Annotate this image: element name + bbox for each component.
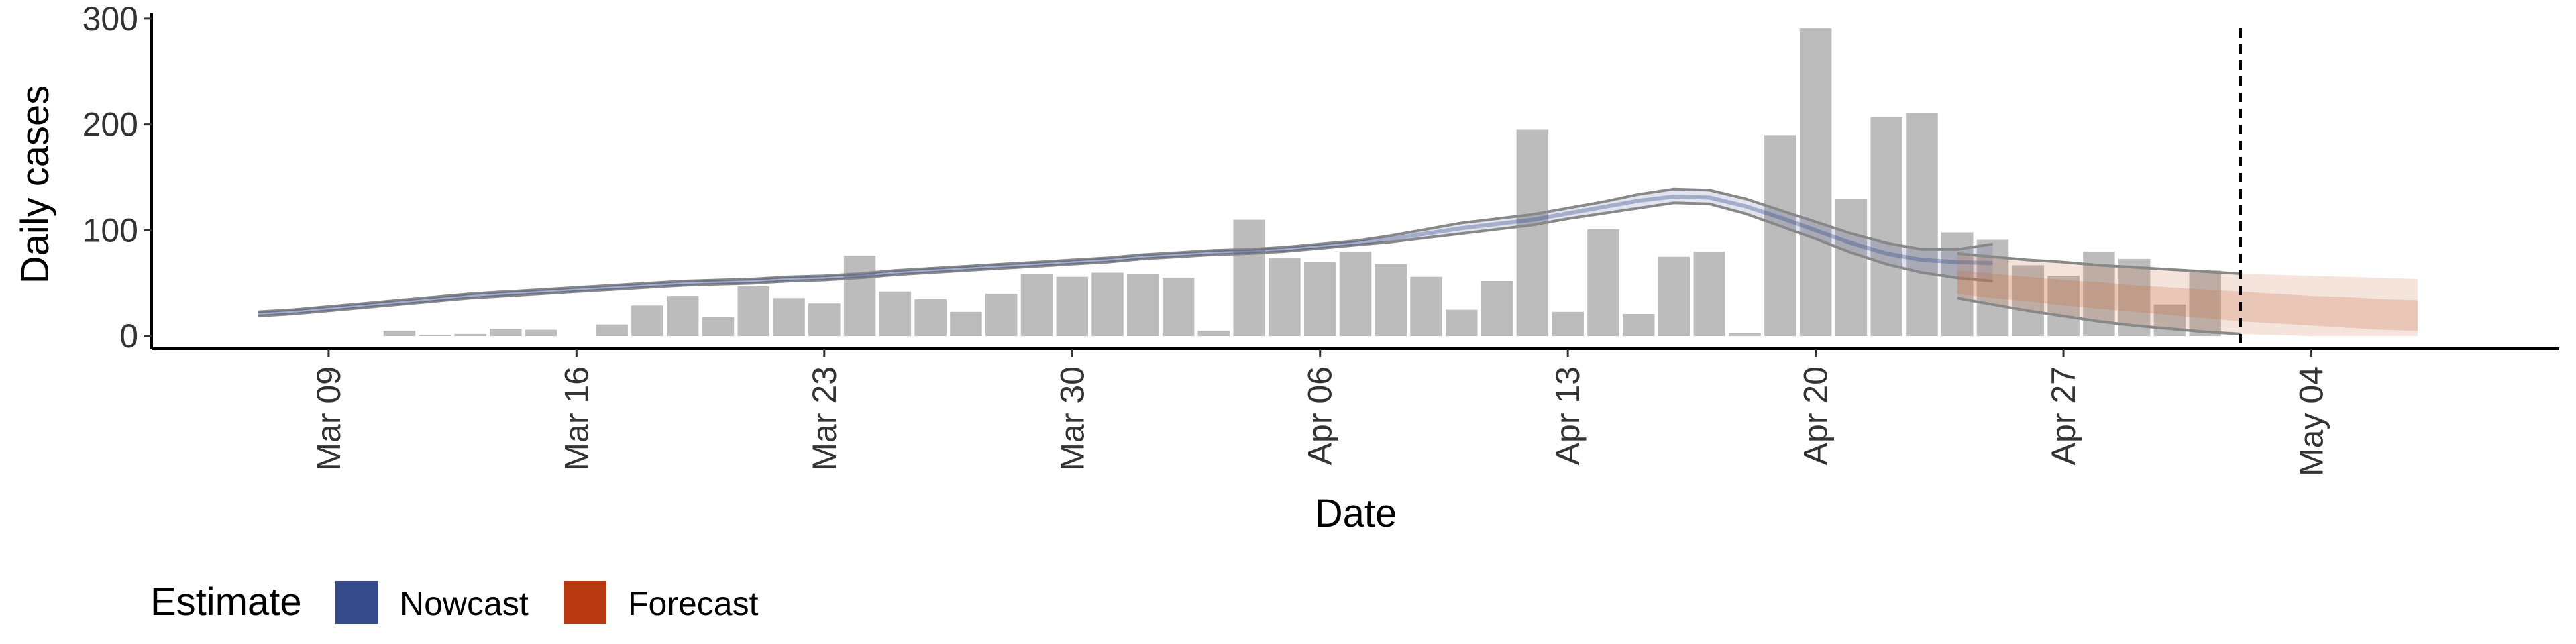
forecast-inner-band bbox=[1957, 270, 2418, 331]
case-bar bbox=[914, 299, 947, 337]
case-bar bbox=[383, 331, 416, 337]
case-bar bbox=[773, 298, 805, 337]
case-bar bbox=[808, 303, 841, 337]
y-tick-label: 0 bbox=[119, 317, 138, 355]
plot-area bbox=[258, 28, 2418, 349]
x-axis-title: Date bbox=[1315, 492, 1397, 535]
x-tick-label: Mar 09 bbox=[310, 366, 347, 471]
nowcast-lower-line bbox=[258, 201, 1993, 318]
case-bar bbox=[950, 311, 982, 337]
case-bar bbox=[1446, 309, 1478, 337]
case-bar bbox=[1303, 262, 1336, 337]
case-bar bbox=[1587, 229, 1619, 337]
legend-key bbox=[564, 581, 606, 624]
x-tick-label: Apr 06 bbox=[1301, 366, 1339, 465]
case-bar bbox=[525, 329, 557, 337]
case-bar bbox=[737, 286, 770, 337]
case-bar bbox=[1658, 256, 1690, 337]
case-bar bbox=[879, 291, 912, 337]
case-bar bbox=[1269, 258, 1301, 337]
case-bar bbox=[419, 335, 451, 337]
forecast-upper-line bbox=[1957, 252, 2241, 275]
x-tick-label: Apr 13 bbox=[1549, 366, 1587, 465]
case-bar bbox=[1410, 276, 1442, 337]
legend-label: Forecast bbox=[628, 585, 759, 623]
case-bar bbox=[1552, 311, 1584, 337]
case-bar bbox=[1764, 135, 1796, 337]
case-bar bbox=[1870, 117, 1902, 337]
x-tick-label: Apr 20 bbox=[1797, 366, 1835, 465]
y-axis-title: Daily cases bbox=[13, 85, 57, 284]
case-bar bbox=[2189, 270, 2221, 337]
case-bar bbox=[702, 317, 735, 337]
case-bar bbox=[985, 293, 1018, 337]
y-tick-label: 300 bbox=[83, 0, 138, 38]
case-bar bbox=[631, 305, 663, 337]
forecast-lower-line bbox=[1957, 297, 2241, 335]
case-bar bbox=[1375, 264, 1407, 337]
case-bar bbox=[1835, 199, 1868, 337]
case-bar bbox=[2047, 276, 2080, 337]
legend-title: Estimate bbox=[150, 580, 302, 624]
case-bar bbox=[843, 256, 876, 337]
forecast-outer-band bbox=[1957, 254, 2418, 337]
case-bar bbox=[1799, 28, 1832, 337]
case-bar bbox=[1729, 333, 1761, 337]
case-bar bbox=[454, 333, 486, 337]
case-bar bbox=[1091, 272, 1124, 337]
case-bar bbox=[1127, 274, 1159, 337]
case-bar bbox=[1481, 281, 1513, 337]
case-bar bbox=[1233, 219, 1265, 337]
case-bar bbox=[490, 329, 522, 337]
case-bar bbox=[1056, 276, 1089, 337]
case-bar bbox=[1020, 274, 1053, 337]
legend-key bbox=[335, 581, 378, 624]
case-bar bbox=[1693, 251, 1726, 337]
x-tick-label: Mar 30 bbox=[1053, 366, 1091, 471]
legend-label: Nowcast bbox=[400, 585, 529, 623]
case-bar bbox=[1162, 278, 1195, 337]
case-bar bbox=[2012, 265, 2045, 337]
y-tick-label: 100 bbox=[83, 211, 138, 249]
y-tick-label: 200 bbox=[83, 106, 138, 144]
x-tick-label: Mar 23 bbox=[806, 366, 843, 471]
case-bar bbox=[1622, 313, 1655, 337]
legend: Estimate Nowcast Forecast bbox=[150, 580, 759, 624]
axes: Date Daily cases 0 100 200 300 Mar 09 Mar 16 M… bbox=[13, 0, 2559, 535]
case-bar bbox=[596, 324, 628, 337]
nowcast-band bbox=[258, 189, 1993, 317]
x-tick-label: Mar 16 bbox=[557, 366, 595, 471]
nowcast-median-line bbox=[258, 194, 1993, 316]
case-bar bbox=[666, 296, 699, 337]
case-bar bbox=[1516, 129, 1549, 337]
nowcast-upper-line bbox=[258, 187, 1993, 313]
case-bar bbox=[1197, 331, 1230, 337]
case-bar bbox=[1906, 113, 1938, 337]
x-tick-label: Apr 27 bbox=[2045, 366, 2082, 465]
case-bar bbox=[1339, 251, 1372, 337]
x-tick-label: May 04 bbox=[2293, 366, 2330, 476]
